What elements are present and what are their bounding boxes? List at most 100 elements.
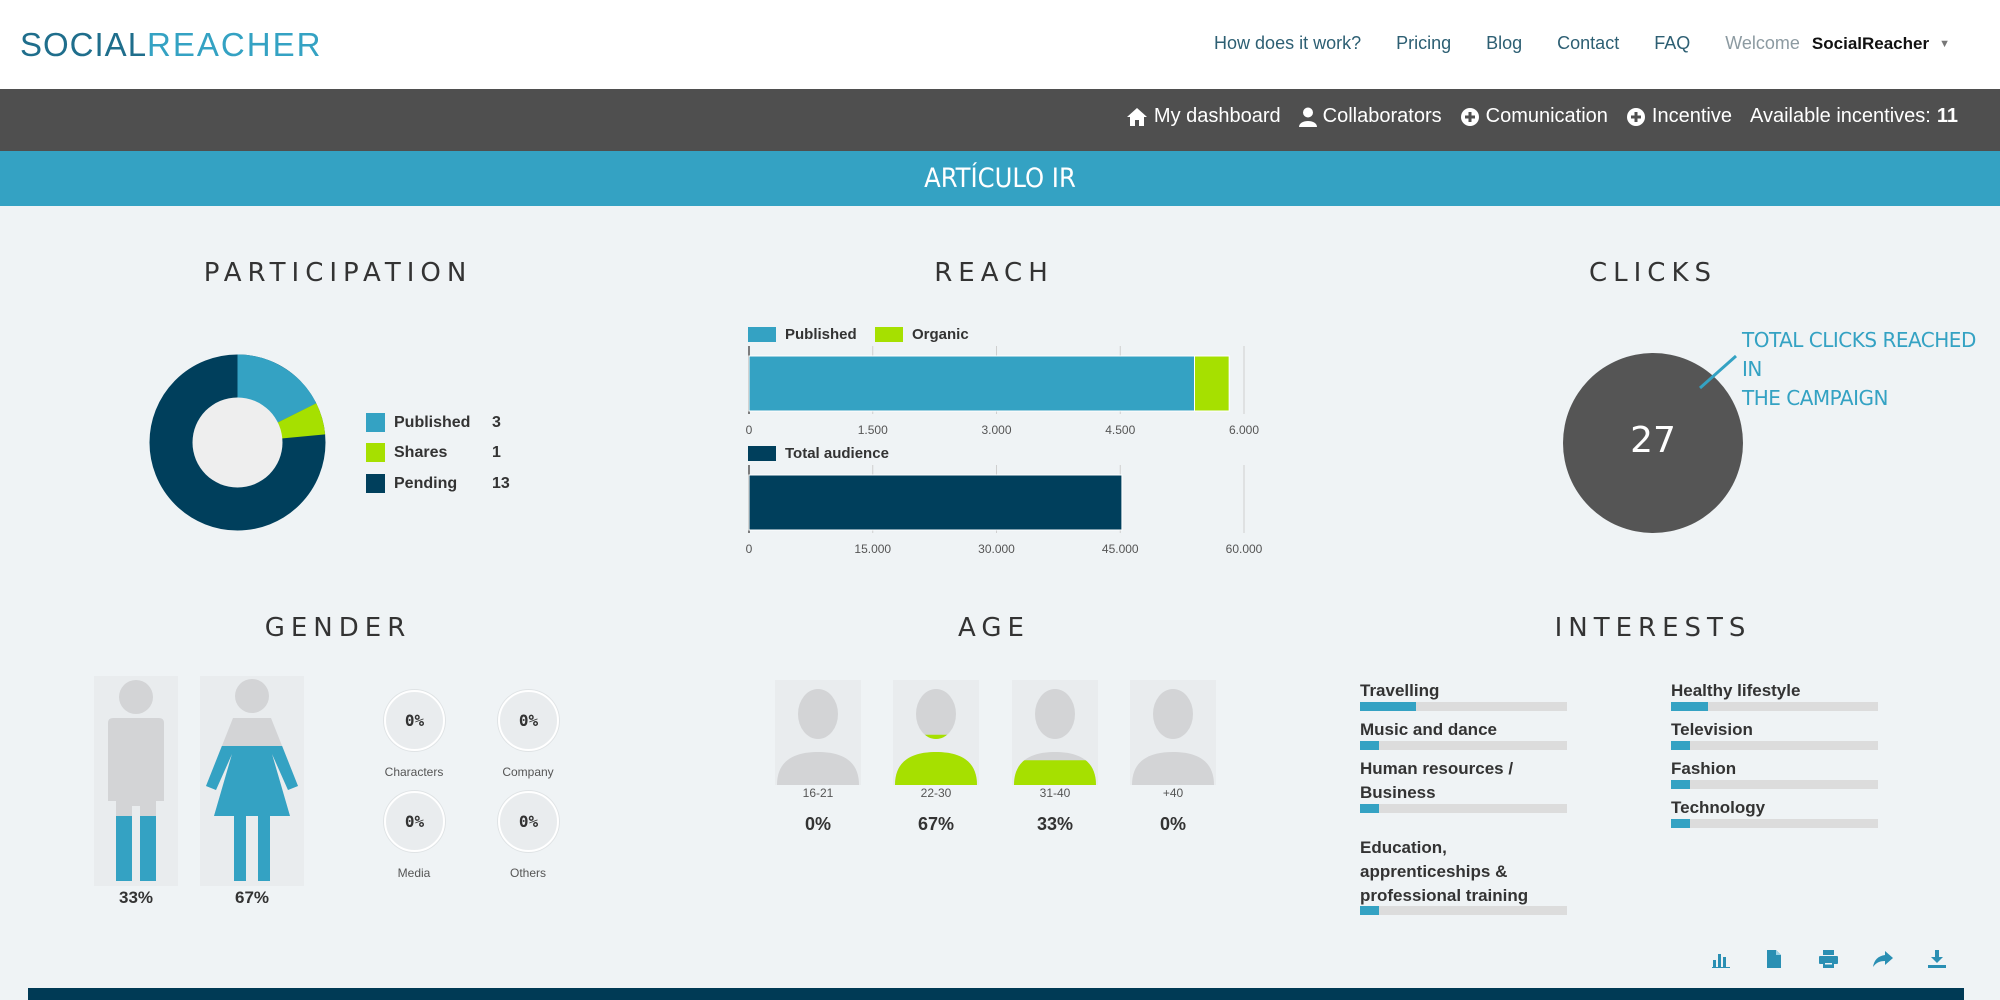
age-group-label: 16-21 xyxy=(802,786,834,800)
age-person-icon xyxy=(777,689,859,785)
axis-tick-label: 3.000 xyxy=(981,423,1012,437)
logo-text-social: SOCIAL xyxy=(20,26,148,63)
reach-legend-published: Published xyxy=(748,326,857,343)
legend-published: Published 3 xyxy=(366,413,501,432)
user-icon xyxy=(1298,107,1317,127)
reach-title: REACH xyxy=(934,258,1054,288)
footer-strip xyxy=(28,988,1964,1000)
clicks-circle xyxy=(1563,353,1743,533)
menu-collaborators[interactable]: Collaborators xyxy=(1298,105,1442,128)
gender-characters-label: Characters xyxy=(384,765,444,779)
menu-incentive[interactable]: Incentive xyxy=(1626,105,1732,128)
reach-bar-chart xyxy=(748,346,1245,414)
interest-bar-fill xyxy=(1360,741,1379,750)
bar-chart-icon[interactable] xyxy=(1712,950,1730,968)
legend-value-shares: 1 xyxy=(492,443,501,461)
menu-my-dashboard[interactable]: My dashboard xyxy=(1126,105,1281,128)
nav-blog[interactable]: Blog xyxy=(1486,33,1523,53)
age-group-pct: 0% xyxy=(804,814,831,834)
interest-bar xyxy=(1671,702,1878,711)
clicks-pointer-line xyxy=(1699,354,1737,390)
interest-bar-fill xyxy=(1671,741,1690,750)
print-icon[interactable] xyxy=(1819,950,1838,968)
available-incentives-value: 11 xyxy=(1936,105,1958,127)
clicks-caption-line2: THE CAMPAIGN xyxy=(1742,386,1888,410)
interest-label: Human resources / Business xyxy=(1360,759,1514,802)
document-icon[interactable] xyxy=(1766,950,1782,968)
nav-contact[interactable]: Contact xyxy=(1557,33,1620,53)
legend-value-published: 3 xyxy=(492,413,501,431)
dashboard-menu-bar: My dashboard Collaborators Comunication … xyxy=(0,89,2000,151)
nav-how-it-works[interactable]: How does it work? xyxy=(1214,33,1362,53)
legend-swatch-pending xyxy=(366,474,385,493)
menu-comunication[interactable]: Comunication xyxy=(1460,105,1608,128)
interest-label: Healthy lifestyle xyxy=(1671,681,1801,700)
axis-tick-label: 60.000 xyxy=(1225,542,1263,556)
plus-circle-icon xyxy=(1460,107,1479,126)
legend-label-shares: Shares xyxy=(394,443,448,461)
menu-incentive-label: Incentive xyxy=(1651,105,1732,127)
gender-others-circle: 0% xyxy=(498,791,559,852)
legend-swatch-published xyxy=(366,413,385,432)
age-person-icon xyxy=(1014,689,1096,785)
axis-tick-label: 30.000 xyxy=(978,542,1015,556)
participation-donut-chart xyxy=(149,354,326,531)
interests-title: INTERESTS xyxy=(1554,613,1752,643)
clicks-title: CLICKS xyxy=(1588,258,1717,288)
axis-tick-label: 1.500 xyxy=(857,423,888,437)
axis-tick-label: 0 xyxy=(745,423,753,437)
gender-title: GENDER xyxy=(264,613,412,643)
clicks-value: 27 xyxy=(1630,420,1676,461)
menu-comunication-label: Comunication xyxy=(1485,105,1608,127)
logo-text-reacher: REACHER xyxy=(147,26,323,63)
nav-pricing[interactable]: Pricing xyxy=(1396,33,1452,53)
interest-bar xyxy=(1360,804,1567,813)
logo[interactable]: SOCIALREACHER xyxy=(20,26,322,64)
user-menu[interactable]: SocialReacher xyxy=(1811,33,1930,53)
female-figure-icon xyxy=(206,679,298,881)
axis-tick-label: 0 xyxy=(745,542,753,556)
available-incentives-label: Available incentives: xyxy=(1749,105,1931,127)
donut-slice-published xyxy=(149,354,326,531)
interest-bar-fill xyxy=(1360,906,1379,915)
interest-label: Technology xyxy=(1671,798,1766,817)
legend-label-total-audience: Total audience xyxy=(785,445,889,462)
legend-swatch-reach-organic xyxy=(875,327,903,342)
bar-total-audience xyxy=(748,474,1123,531)
gender-others-label: Others xyxy=(509,866,546,880)
age-group-pct: 0% xyxy=(1159,814,1186,834)
axis-tick-label: 45.000 xyxy=(1101,542,1139,556)
interest-label: Education, apprenticeships & professiona… xyxy=(1360,838,1529,905)
plus-circle-icon xyxy=(1626,107,1645,126)
interest-bar xyxy=(1360,906,1567,915)
share-icon[interactable] xyxy=(1873,950,1893,968)
nav-faq[interactable]: FAQ xyxy=(1654,33,1691,53)
age-group-pct: 33% xyxy=(1036,814,1074,834)
participation-title: PARTICIPATION xyxy=(203,258,473,288)
interest-bar-fill xyxy=(1671,702,1709,711)
legend-pending: Pending 13 xyxy=(366,474,510,493)
campaign-title: ARTÍCULO IR xyxy=(0,151,2000,206)
axis-tick-label: 15.000 xyxy=(854,542,892,556)
interest-bar xyxy=(1360,702,1567,711)
interest-bar xyxy=(1360,741,1567,750)
download-icon[interactable] xyxy=(1928,950,1946,968)
clicks-circle-bg xyxy=(1563,353,1743,533)
legend-label-reach-published: Published xyxy=(785,326,857,343)
main-nav: How does it work? Pricing Blog Contact F… xyxy=(1179,33,1950,54)
gender-characters-circle: 0% xyxy=(384,690,445,751)
legend-label-published: Published xyxy=(394,413,471,431)
interest-label: Television xyxy=(1671,720,1753,739)
reach-legend-total: Total audience xyxy=(748,445,889,462)
interest-bar-fill xyxy=(1671,780,1690,789)
chevron-down-icon[interactable]: ▼ xyxy=(1939,37,1950,50)
gender-company-label: Company xyxy=(502,765,554,779)
legend-swatch-reach-published xyxy=(748,327,776,342)
age-title: AGE xyxy=(958,613,1030,643)
interest-label: Fashion xyxy=(1671,759,1737,778)
menu-my-dashboard-label: My dashboard xyxy=(1153,105,1281,127)
age-group-label: 22-30 xyxy=(920,786,952,800)
legend-label-reach-organic: Organic xyxy=(912,326,969,343)
home-icon xyxy=(1126,107,1147,126)
age-person-icon xyxy=(895,689,977,785)
